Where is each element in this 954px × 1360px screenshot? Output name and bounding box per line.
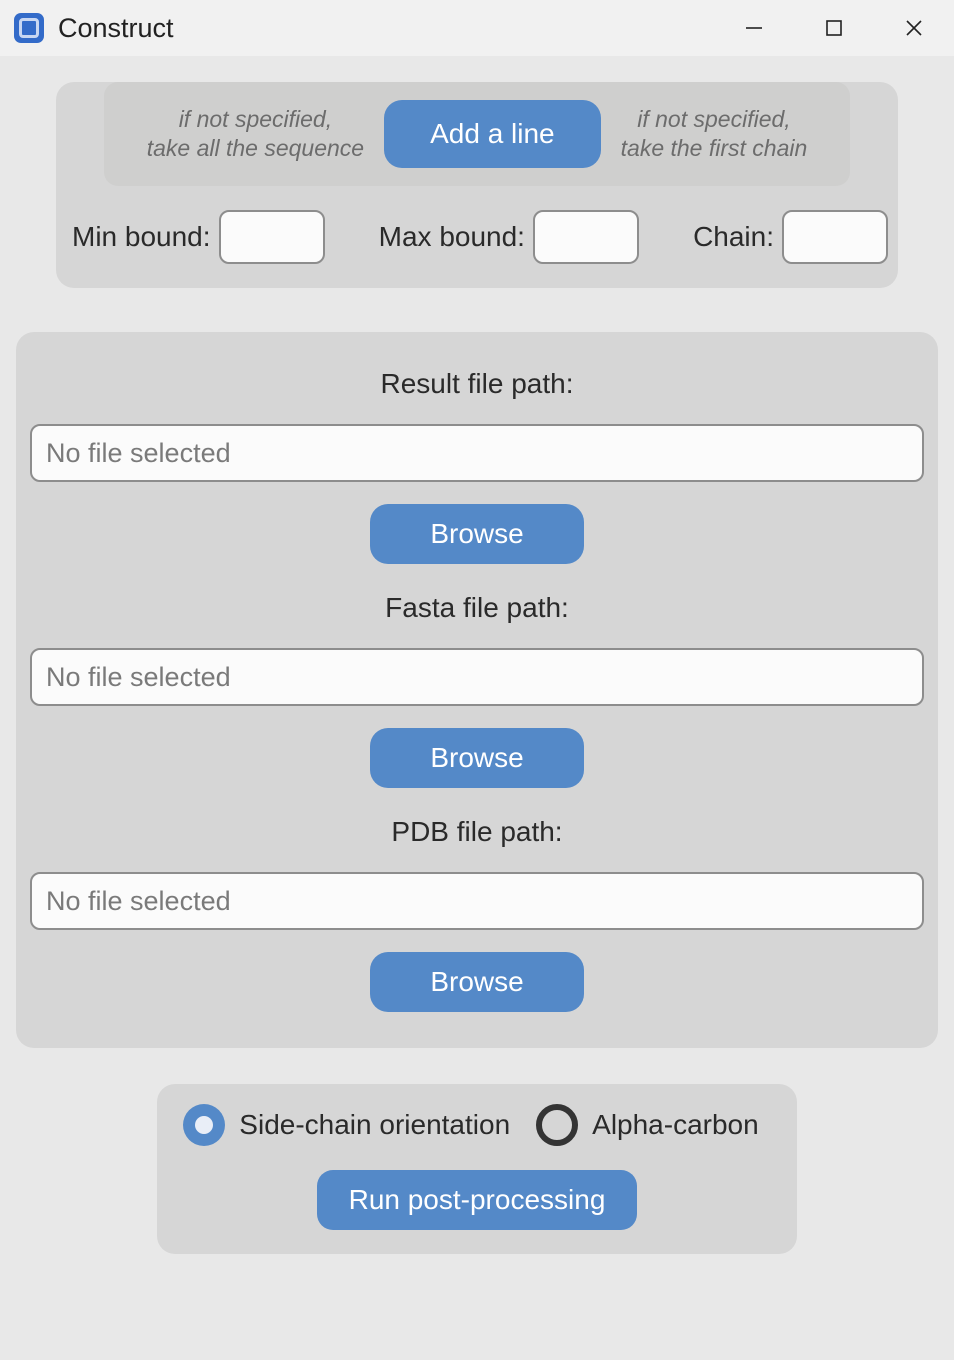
helper-row: if not specified, take all the sequence … bbox=[104, 82, 850, 186]
run-panel: Side-chain orientation Alpha-carbon Run … bbox=[157, 1084, 797, 1254]
pdb-file-group: PDB file path: Browse bbox=[30, 816, 924, 1012]
result-file-input[interactable] bbox=[30, 424, 924, 482]
close-icon bbox=[903, 17, 925, 39]
fasta-file-label: Fasta file path: bbox=[30, 592, 924, 624]
bounds-panel: if not specified, take all the sequence … bbox=[56, 82, 898, 288]
close-button[interactable] bbox=[874, 0, 954, 56]
result-browse-button[interactable]: Browse bbox=[370, 504, 583, 564]
result-file-label: Result file path: bbox=[30, 368, 924, 400]
maximize-button[interactable] bbox=[794, 0, 874, 56]
pdb-file-label: PDB file path: bbox=[30, 816, 924, 848]
bounds-row: Min bound: Max bound: Chain: bbox=[56, 186, 898, 288]
window-controls bbox=[714, 0, 954, 56]
fasta-browse-button[interactable]: Browse bbox=[370, 728, 583, 788]
minimize-icon bbox=[743, 17, 765, 39]
max-bound-label: Max bound: bbox=[379, 221, 525, 253]
files-panel: Result file path: Browse Fasta file path… bbox=[16, 332, 938, 1048]
alpha-carbon-radio[interactable] bbox=[536, 1104, 578, 1146]
title-bar: Construct bbox=[0, 0, 954, 56]
chain-input[interactable] bbox=[782, 210, 888, 264]
helper-text-right: if not specified, take the first chain bbox=[621, 105, 808, 163]
min-bound-input[interactable] bbox=[219, 210, 325, 264]
min-bound-label: Min bound: bbox=[72, 221, 211, 253]
side-chain-radio[interactable] bbox=[183, 1104, 225, 1146]
side-chain-label: Side-chain orientation bbox=[239, 1109, 510, 1141]
maximize-icon bbox=[824, 18, 844, 38]
run-button[interactable]: Run post-processing bbox=[317, 1170, 638, 1230]
alpha-carbon-label: Alpha-carbon bbox=[592, 1109, 759, 1141]
pdb-file-input[interactable] bbox=[30, 872, 924, 930]
fasta-file-input[interactable] bbox=[30, 648, 924, 706]
app-icon bbox=[14, 13, 44, 43]
window-title: Construct bbox=[58, 13, 174, 44]
max-bound-input[interactable] bbox=[533, 210, 639, 264]
pdb-browse-button[interactable]: Browse bbox=[370, 952, 583, 1012]
helper-text-left: if not specified, take all the sequence bbox=[147, 105, 364, 163]
mode-radio-group: Side-chain orientation Alpha-carbon bbox=[175, 1104, 779, 1146]
add-line-button[interactable]: Add a line bbox=[384, 100, 601, 168]
minimize-button[interactable] bbox=[714, 0, 794, 56]
result-file-group: Result file path: Browse bbox=[30, 368, 924, 564]
fasta-file-group: Fasta file path: Browse bbox=[30, 592, 924, 788]
workspace: if not specified, take all the sequence … bbox=[0, 56, 954, 1254]
chain-label: Chain: bbox=[693, 221, 774, 253]
